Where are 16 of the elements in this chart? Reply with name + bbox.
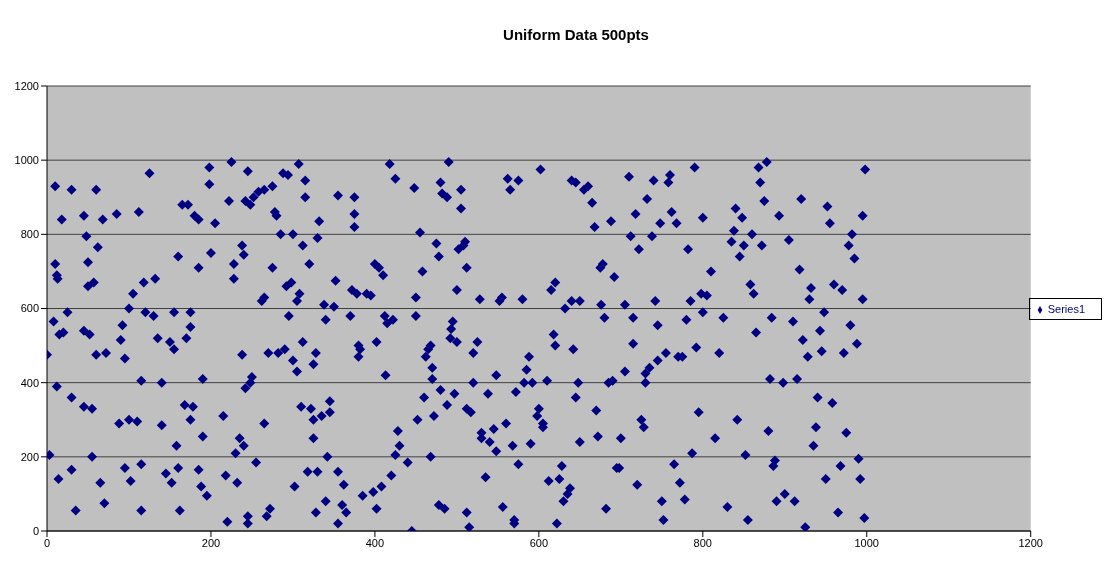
y-tick-label: 0 — [32, 524, 39, 537]
x-tick-label: 800 — [693, 536, 712, 549]
chart-title: Uniform Data 500pts — [502, 25, 650, 45]
y-tick-label: 1200 — [14, 79, 39, 92]
x-tick-label: 600 — [529, 536, 549, 549]
y-tick-label: 800 — [20, 228, 39, 241]
x-tick-label: 200 — [201, 536, 221, 549]
x-tick-label: 400 — [365, 536, 385, 549]
x-tick-label: 1200 — [1018, 536, 1043, 549]
x-tick-label: 0 — [43, 536, 51, 549]
y-tick-label: 600 — [20, 302, 39, 315]
y-tick-label: 1000 — [14, 154, 39, 167]
x-tick-label: 1000 — [854, 536, 879, 549]
y-tick-label: 200 — [20, 450, 39, 463]
legend-label: Series1 — [1047, 302, 1085, 315]
y-tick-label: 400 — [20, 376, 39, 389]
